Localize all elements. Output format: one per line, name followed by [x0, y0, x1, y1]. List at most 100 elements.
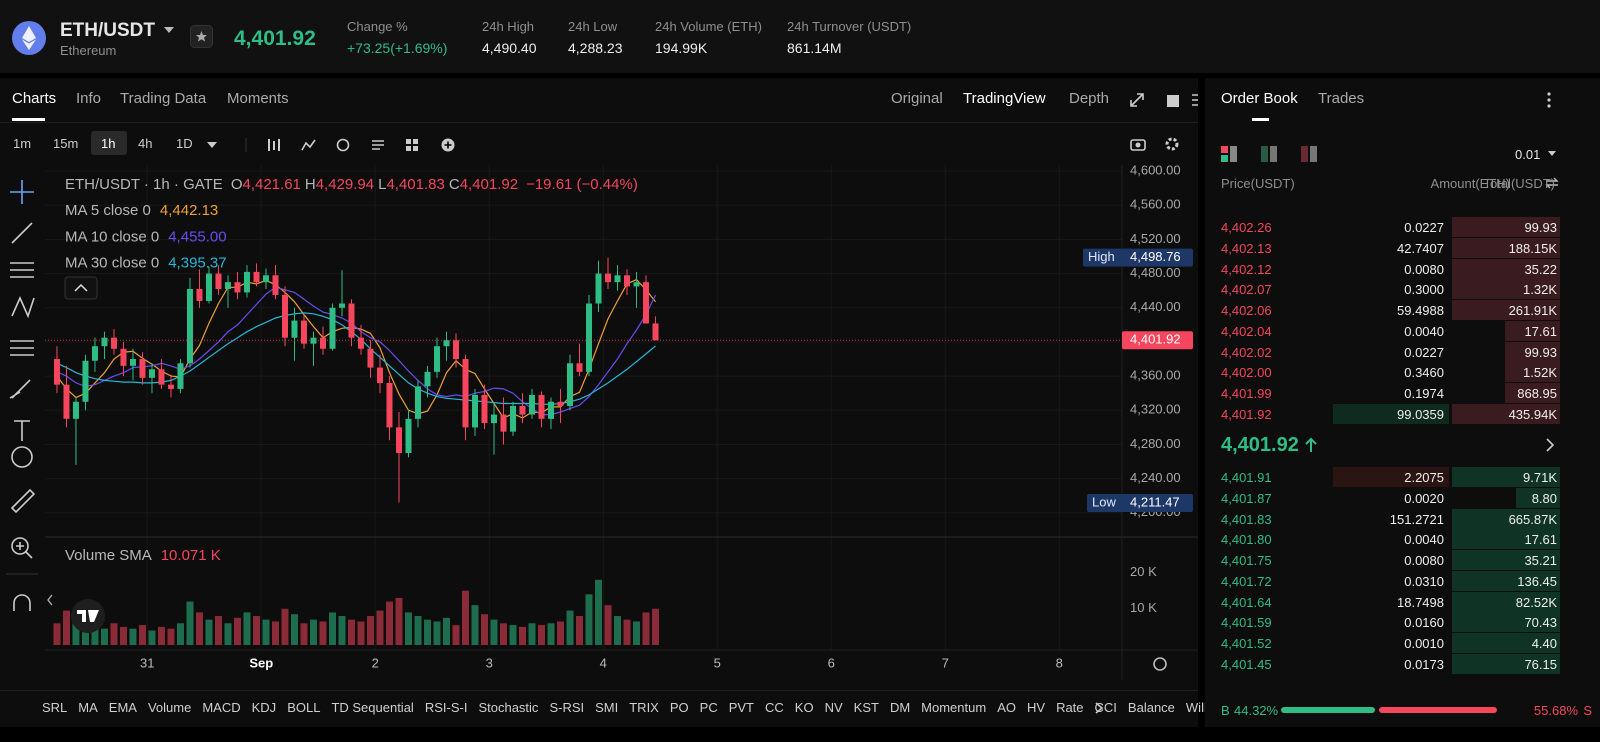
candle-body [433, 346, 440, 372]
y-tick-label: 4,280.00 [1130, 436, 1181, 451]
toolbar-icons[interactable] [205, 138, 465, 152]
indicator[interactable]: TRIX [629, 700, 659, 715]
indicator[interactable]: Balance [1127, 700, 1175, 715]
volume-bar [547, 623, 555, 645]
indicator[interactable]: TD Sequential [331, 700, 414, 715]
indicator[interactable]: SRL [42, 700, 68, 715]
drawing-tools[interactable] [0, 166, 45, 686]
amount: 0.3000 [1404, 282, 1444, 298]
chart-tools[interactable] [1128, 136, 1188, 152]
panel-icons[interactable] [1128, 91, 1198, 111]
volume-bar [357, 621, 365, 645]
book-tab[interactable]: Trades [1318, 90, 1365, 107]
indicator[interactable]: DM [889, 700, 911, 715]
indicator[interactable]: Rate [1056, 700, 1084, 715]
header: ETH/USDT Ethereum 4,401.92 Change % +73.2… [0, 0, 1600, 73]
indicator[interactable]: CCI [1094, 700, 1117, 715]
indicator[interactable]: KST [853, 700, 879, 715]
interval[interactable]: 1m [13, 136, 32, 151]
indicator[interactable]: MA [78, 700, 98, 715]
indicator[interactable]: MACD [202, 700, 241, 715]
volume-bar [338, 616, 346, 645]
amount: 0.0010 [1404, 636, 1444, 651]
volume-tick-label: 20 K [1130, 564, 1157, 579]
indicator[interactable]: KDJ [251, 700, 277, 715]
volume-bar [595, 579, 603, 645]
price: 4,402.13 [1221, 240, 1272, 256]
y-tick-label: 4,560.00 [1130, 197, 1181, 212]
indicator[interactable]: HV [1027, 700, 1046, 715]
tab[interactable]: Charts [12, 90, 57, 107]
expand[interactable] [1545, 438, 1555, 452]
x-tick-label: 5 [714, 655, 721, 670]
price: 4,401.83 [1221, 511, 1272, 527]
interval[interactable]: 1D [176, 136, 193, 151]
candle-body [291, 320, 298, 338]
precision[interactable]: 0.01 [1515, 147, 1541, 162]
candle-body [348, 303, 355, 338]
indicator[interactable]: NV [824, 700, 843, 715]
indicator[interactable]: BOLL [287, 700, 321, 715]
total: 82.52K [1515, 594, 1557, 610]
indicator[interactable]: EMA [108, 700, 137, 715]
volume-bar [148, 630, 156, 645]
indicator[interactable]: CC [765, 700, 784, 715]
indicator[interactable]: Momentum [921, 700, 987, 715]
indicator[interactable]: AO [997, 700, 1016, 715]
interval[interactable]: 1h [101, 136, 116, 151]
column-header: Price(USDT) [1221, 176, 1295, 191]
collapse-icon [74, 283, 88, 292]
ask-row: 4,401.92 99.0359 435.94K [1205, 403, 1600, 424]
price-tag [1083, 248, 1193, 267]
menu[interactable] [1545, 90, 1557, 110]
volume-bar [528, 623, 536, 645]
pair-dropdown[interactable] [163, 25, 175, 35]
amount: 151.2721 [1389, 511, 1444, 527]
volume-bar [290, 614, 298, 645]
ohlc-key: C [449, 176, 460, 193]
indicator[interactable]: PO [669, 700, 689, 715]
volume-bar [614, 616, 622, 645]
indicator[interactable]: PC [699, 700, 718, 715]
total: 9.71K [1523, 470, 1557, 485]
pair[interactable]: ETH/USDT [60, 20, 155, 41]
price-tag-value: 4,211.47 [1130, 494, 1180, 509]
legend-value: 4,442.13 [160, 202, 218, 219]
amount: 0.0160 [1404, 615, 1444, 631]
bid-row: 4,401.75 0.0080 35.21 [1205, 550, 1600, 570]
price-tag-value: 4,498.76 [1130, 249, 1181, 264]
candle-body [234, 282, 241, 293]
indicator[interactable]: PVT [728, 700, 755, 715]
favorite[interactable] [190, 25, 213, 48]
indicator[interactable]: SMI [595, 700, 619, 715]
ohlc-key: O [231, 176, 243, 193]
candle-body [491, 414, 498, 424]
candle-body [386, 382, 393, 428]
tab[interactable]: Info [76, 90, 102, 107]
interval[interactable]: 15m [53, 136, 79, 151]
volume-bar [129, 628, 137, 645]
indicator[interactable]: KO [794, 700, 814, 715]
volume-bar [452, 625, 460, 645]
swap-unit[interactable] [1545, 177, 1559, 189]
tab[interactable]: Trading Data [120, 90, 207, 107]
view-tab[interactable]: Original [891, 90, 943, 107]
view-tab[interactable]: TradingView [963, 90, 1046, 107]
book-tab[interactable]: Order Book [1221, 90, 1298, 107]
more-indicators[interactable] [1092, 701, 1106, 715]
volume-bar [442, 617, 450, 645]
indicator[interactable]: S-RSI [549, 700, 585, 715]
precision-dropdown[interactable] [1547, 150, 1557, 158]
x-tick-label: 31 [140, 655, 154, 670]
depth-bar [1452, 508, 1560, 529]
volume-bar [271, 621, 279, 645]
indicator[interactable]: RSI-S-I [424, 700, 468, 715]
interval[interactable]: 4h [138, 136, 153, 151]
view-tab[interactable]: Depth [1069, 90, 1110, 107]
book-modes[interactable] [1221, 145, 1331, 163]
tab[interactable]: Moments [227, 90, 289, 107]
collapse-arrow [47, 594, 53, 606]
indicator[interactable]: Stochastic [478, 700, 539, 715]
indicator[interactable]: Volume [147, 700, 192, 715]
candle-body [63, 384, 70, 419]
